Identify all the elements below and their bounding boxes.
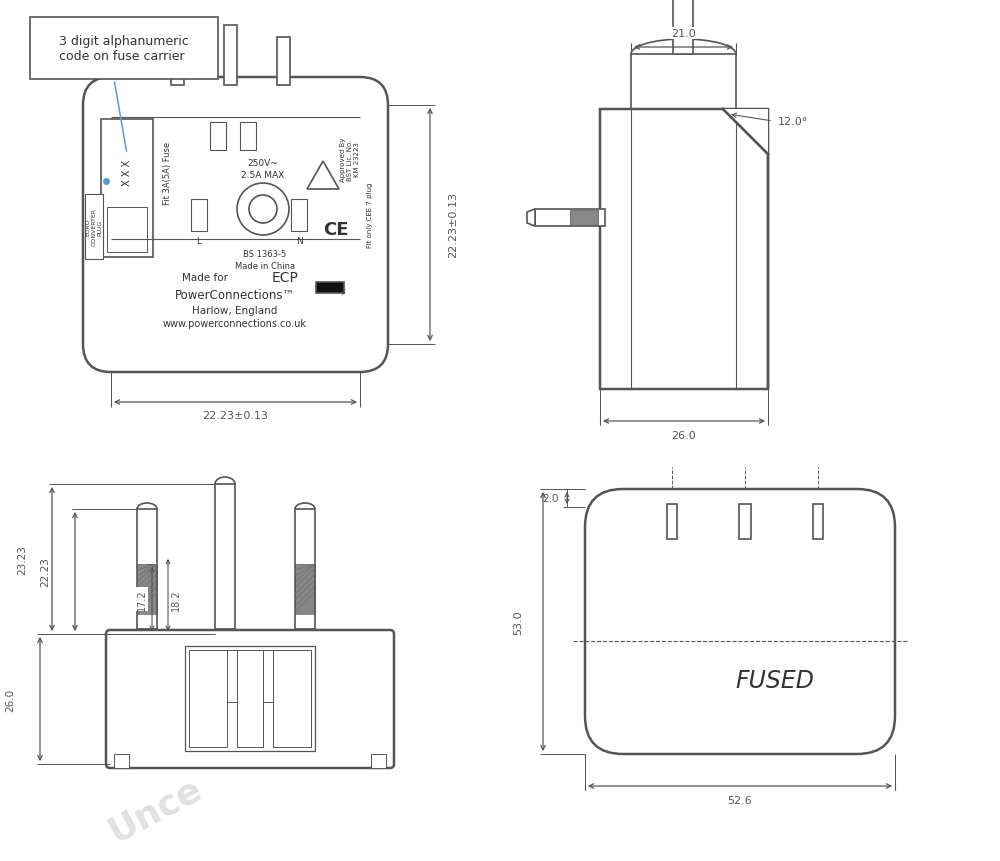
Bar [295,564,315,614]
Text: 22.23±0.13: 22.23±0.13 [203,411,269,420]
Bar [137,564,157,614]
Text: 52.6: 52.6 [728,795,752,805]
Bar [185,647,315,751]
Text: 3 digit alphanumeric
code on fuse carrier: 3 digit alphanumeric code on fuse carrie… [59,35,189,63]
Polygon shape [527,210,535,226]
Bar [210,123,226,151]
Bar [189,650,227,747]
Bar [85,195,103,260]
Text: 22.23±0.13: 22.23±0.13 [448,192,458,258]
Bar [673,0,693,55]
Bar [277,38,290,86]
Text: EURO
CONVERTER
PLUG: EURO CONVERTER PLUG [86,208,102,246]
Bar [114,754,129,768]
Text: 2.0: 2.0 [542,493,559,504]
Text: 250V~: 250V~ [248,158,278,167]
Circle shape [249,195,277,224]
Bar [667,505,677,539]
Text: 22.23: 22.23 [40,557,50,586]
Text: L: L [197,238,202,246]
Text: www.powerconnections.co.uk: www.powerconnections.co.uk [163,319,307,329]
Text: 26.0: 26.0 [5,688,15,710]
Text: 21.0: 21.0 [671,29,696,39]
Text: Made in China: Made in China [235,263,295,271]
Bar [371,754,386,768]
FancyBboxPatch shape [83,77,388,373]
Bar [224,26,237,86]
Bar [30,18,218,80]
Polygon shape [307,162,339,189]
Bar [101,120,153,257]
Bar [240,123,256,151]
Text: 23.23: 23.23 [17,544,27,574]
Text: N: N [296,238,302,246]
Bar [273,650,311,747]
Text: CE: CE [323,220,349,238]
FancyBboxPatch shape [106,630,394,768]
Text: FUSED: FUSED [736,668,814,692]
Bar [739,505,751,539]
Text: X X X: X X X [122,159,132,185]
Bar [237,650,263,747]
Bar [600,110,768,389]
Circle shape [237,183,289,236]
Text: Harlow, England: Harlow, England [192,306,278,316]
Text: Made for: Made for [182,273,228,282]
Text: ⚡: ⚡ [340,288,346,298]
Bar [291,200,307,232]
Text: 12.0°: 12.0° [778,117,808,127]
Bar [535,210,605,226]
Bar [570,211,598,226]
Bar [171,38,184,86]
Text: 26.0: 26.0 [672,430,696,441]
Bar [191,200,207,232]
Bar [215,485,235,629]
Bar [227,650,273,703]
Text: Fit 3A(5A) Fuse: Fit 3A(5A) Fuse [163,141,172,204]
Text: 18.2: 18.2 [171,589,181,610]
Bar [137,510,157,629]
FancyBboxPatch shape [585,489,895,754]
Bar [295,510,315,629]
Text: Fit only CEE 7 plug: Fit only CEE 7 plug [367,182,373,247]
Text: Approved By
BST Lic. No.
KM 23223: Approved By BST Lic. No. KM 23223 [340,138,360,182]
Bar [631,55,736,110]
Polygon shape [723,110,768,155]
Text: Unce: Unce [102,771,208,848]
Bar [813,505,823,539]
Text: 17.2: 17.2 [137,589,147,610]
Text: 2.5A MAX: 2.5A MAX [241,170,285,179]
Text: ECP: ECP [272,270,298,285]
Text: BS 1363-5: BS 1363-5 [243,251,287,259]
Text: PowerConnections™: PowerConnections™ [175,289,295,302]
Text: 53.0: 53.0 [513,610,523,634]
Bar [107,208,147,253]
Bar [316,282,344,294]
